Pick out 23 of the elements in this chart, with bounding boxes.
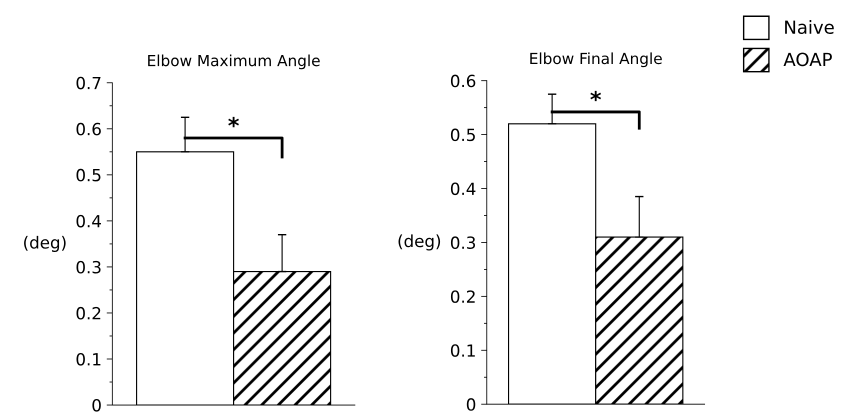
y-tick-label: 0 [466,398,476,411]
y-tick-label: 0.3 [76,260,101,274]
y-tick-label: 0.1 [450,344,475,357]
annotation: * [228,116,239,128]
y-tick-label: 0.6 [450,74,476,88]
y-axis-title: (deg) [398,234,440,251]
y-tick-label: 0.6 [76,122,101,136]
legend-label: AOAP [784,52,832,66]
y-tick-label: 0 [92,399,101,412]
y-tick-label: 0.7 [76,76,100,90]
y-tick-label: 0.1 [76,352,100,366]
legend-label: Naive [785,20,834,34]
y-tick-label: 0.5 [450,128,475,142]
y-tick-label: 0.4 [450,182,476,196]
y-tick-label: 0.4 [76,214,101,228]
y-axis-title: (deg) [24,236,66,252]
annotation: * [590,90,602,102]
y-tick-label: 0.3 [450,236,476,250]
chart-title: Elbow Maximum Angle [148,54,320,70]
y-tick-label: 0.2 [76,306,100,320]
y-tick-label: 0.2 [450,290,475,303]
y-tick-label: 0.5 [76,168,100,182]
chart-title: Elbow Final Angle [530,52,662,68]
